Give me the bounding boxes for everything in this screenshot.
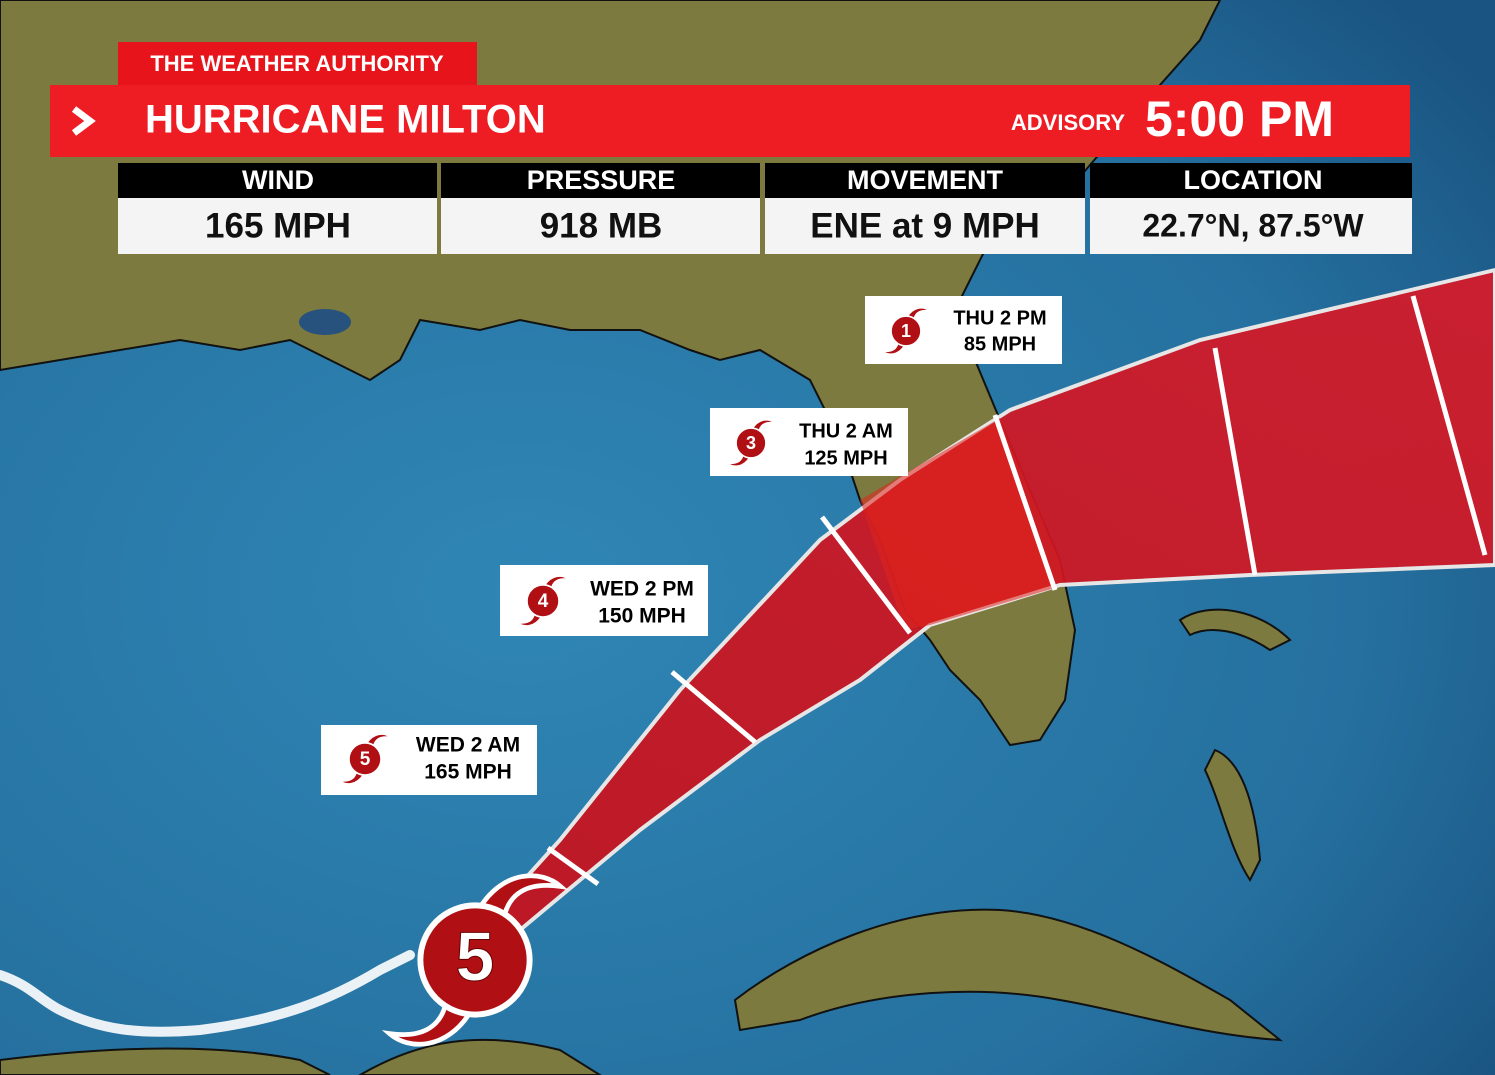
- divider: [992, 414, 1058, 591]
- forecast-point: 3 THU 2 AM 125 MPH: [710, 408, 908, 476]
- bahamas-north: [1178, 608, 1292, 652]
- bahamas: [1203, 748, 1262, 882]
- forecast-time: WED 2 AM: [416, 734, 520, 757]
- stat-label: MOVEMENT: [847, 165, 1004, 195]
- stat-header: [441, 163, 760, 198]
- stat: MOVEMENT ENE at 9 MPH: [765, 163, 1085, 254]
- forecast-point: 5 WED 2 AM 165 MPH: [321, 725, 537, 795]
- stat: LOCATION 22.7°N, 87.5°W: [1090, 163, 1412, 254]
- advisory-label: ADVISORY: [1011, 110, 1125, 135]
- stat-value: 22.7°N, 87.5°W: [1142, 207, 1364, 243]
- yucatan-east: [358, 1038, 602, 1075]
- forecast-time: THU 2 PM: [953, 307, 1046, 329]
- stat: PRESSURE 918 MB: [441, 163, 760, 254]
- divider: [1212, 347, 1258, 576]
- cuba: [733, 908, 1284, 1042]
- forecast-wind: 165 MPH: [424, 761, 512, 784]
- forecast-point: 4 WED 2 PM 150 MPH: [500, 565, 708, 636]
- stat-body: [118, 198, 437, 254]
- stat-label: LOCATION: [1184, 165, 1323, 195]
- divider: [546, 845, 600, 887]
- divider: [820, 515, 912, 635]
- cone-dividers: [546, 295, 1488, 887]
- stat-body: [765, 198, 1085, 254]
- category: 5: [360, 749, 371, 770]
- past-track: [0, 950, 415, 1037]
- forecast-wind: 125 MPH: [804, 447, 887, 469]
- forecast-point: 1 THU 2 PM 85 MPH: [865, 296, 1062, 364]
- stat-label: WIND: [242, 165, 314, 195]
- stat-header: [1090, 163, 1412, 198]
- stat: WIND 165 MPH: [118, 163, 437, 254]
- stat-value: ENE at 9 MPH: [810, 206, 1040, 245]
- cone-landfall-area: [860, 418, 1055, 630]
- category: 1: [901, 321, 911, 341]
- lake: [299, 309, 351, 335]
- forecast-time: WED 2 PM: [590, 578, 694, 601]
- category: 3: [746, 433, 756, 453]
- yucatan: [0, 1047, 331, 1075]
- forecast-wind: 85 MPH: [964, 333, 1036, 355]
- title: HURRICANE MILTON: [145, 98, 546, 142]
- stat-value: 918 MB: [540, 206, 663, 245]
- stat-header: [118, 163, 437, 198]
- stat-body: [441, 198, 760, 254]
- stat-value: 165 MPH: [205, 206, 351, 245]
- brand: THE WEATHER AUTHORITY: [150, 51, 444, 76]
- advisory-time: 5:00 PM: [1145, 91, 1334, 147]
- stat-body: [1090, 198, 1412, 254]
- divider: [1410, 295, 1488, 556]
- chevron: [71, 106, 96, 136]
- forecast-wind: 150 MPH: [598, 605, 686, 628]
- stat-header: [765, 163, 1085, 198]
- divider: [670, 670, 757, 744]
- title-bar: [50, 85, 1410, 157]
- forecast-time: THU 2 AM: [799, 420, 893, 442]
- current-category: 5: [456, 917, 495, 995]
- stat-label: PRESSURE: [527, 165, 676, 195]
- brand-box: [118, 42, 477, 85]
- category: 4: [538, 591, 549, 612]
